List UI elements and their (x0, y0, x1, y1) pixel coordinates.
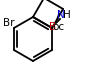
Text: H: H (63, 10, 70, 20)
Text: Br: Br (3, 18, 15, 28)
Text: oc: oc (52, 22, 64, 32)
Text: N: N (57, 10, 65, 20)
Text: B: B (49, 22, 57, 32)
